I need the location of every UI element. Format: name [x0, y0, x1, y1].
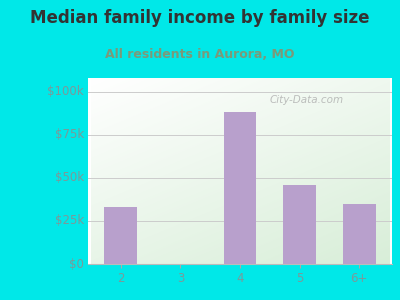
Text: $75k: $75k — [55, 128, 84, 141]
Text: $50k: $50k — [55, 171, 84, 184]
Bar — [224, 112, 256, 264]
Text: City-Data.com: City-Data.com — [270, 95, 344, 105]
Bar — [343, 204, 376, 264]
Text: $0: $0 — [69, 257, 84, 271]
Text: $25k: $25k — [55, 214, 84, 227]
Text: Median family income by family size: Median family income by family size — [30, 9, 370, 27]
Text: $100k: $100k — [47, 85, 84, 98]
Text: All residents in Aurora, MO: All residents in Aurora, MO — [105, 48, 295, 61]
Bar — [283, 185, 316, 264]
Bar — [104, 207, 137, 264]
